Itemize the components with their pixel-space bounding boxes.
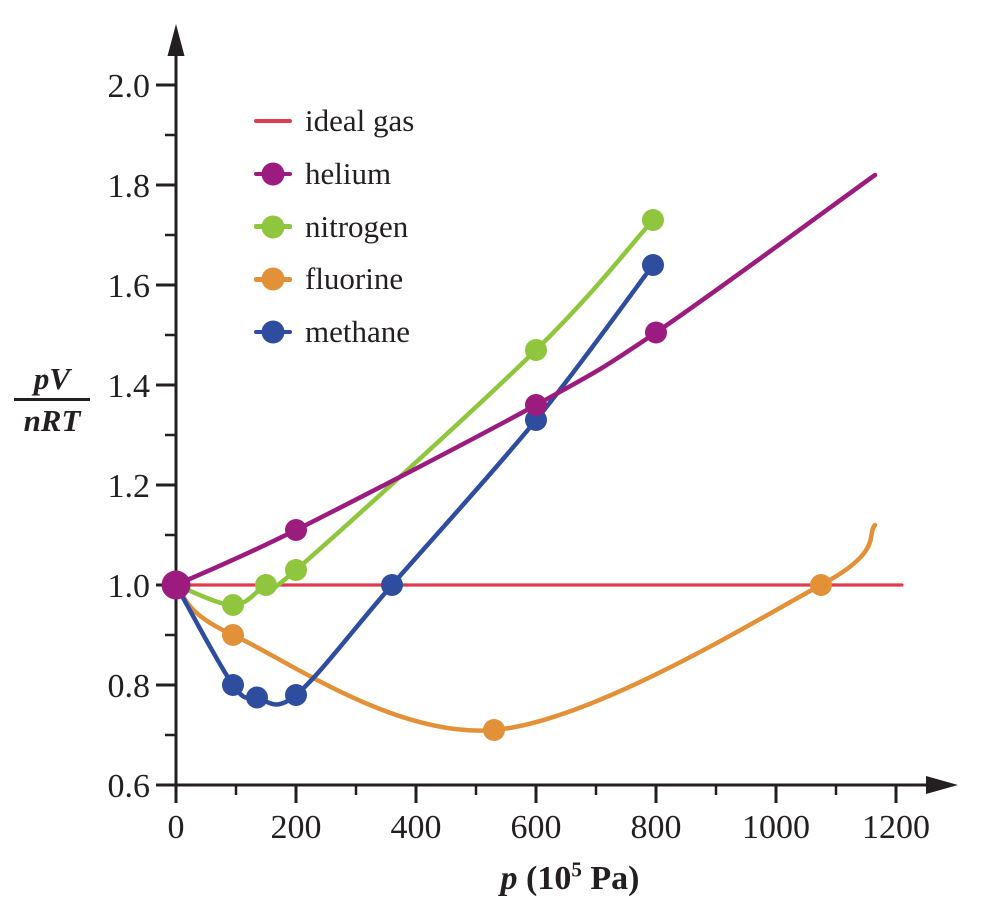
legend-swatch-fluorine: [254, 263, 292, 295]
legend-swatch-nitrogen: [254, 211, 292, 243]
x-tick-label: 800: [631, 809, 682, 846]
legend-label: fluorine: [305, 261, 404, 297]
legend-item-ideal-gas: ideal gas: [254, 105, 414, 137]
x-axis-unit-prefix: (10: [517, 860, 572, 897]
series-nitrogen-marker: [285, 559, 307, 581]
series-helium-marker: [161, 570, 191, 600]
series-fluorine-line: [173, 522, 878, 733]
series-fluorine-marker: [222, 624, 244, 646]
legend-item-nitrogen: nitrogen: [254, 208, 414, 244]
legend-item-fluorine: fluorine: [254, 263, 414, 295]
y-tick-label: 1.6: [108, 268, 151, 305]
legend-swatch-methane: [254, 316, 292, 348]
x-axis-arrowhead-icon: [926, 776, 958, 794]
legend-marker-icon: [261, 215, 285, 239]
series-nitrogen-marker: [525, 339, 547, 361]
y-tick-label: 1.8: [108, 168, 151, 205]
y-axis-title: pV nRT: [14, 362, 90, 438]
series-methane-marker: [246, 686, 268, 709]
legend-marker-icon: [261, 267, 285, 291]
series-helium-marker: [525, 394, 547, 416]
y-tick-label: 0.6: [108, 768, 151, 805]
x-tick-label: 600: [511, 809, 562, 846]
y-axis-title-denominator: nRT: [23, 403, 81, 439]
x-axis-title: p (105 Pa): [380, 857, 760, 898]
series-methane-marker: [222, 674, 244, 696]
y-tick-label: 1.4: [108, 368, 151, 405]
y-axis-arrowhead-icon: [167, 24, 185, 56]
legend-line-icon: [254, 118, 292, 124]
y-axis-title-numerator: pV: [14, 362, 90, 402]
series-methane-line: [173, 262, 656, 707]
legend-label: ideal gas: [305, 103, 415, 138]
legend-swatch-ideal-gas: [254, 105, 292, 137]
x-tick-label: 0: [168, 809, 185, 846]
series-helium-marker: [285, 519, 307, 541]
x-tick-label: 1000: [742, 809, 810, 846]
series-nitrogen-line: [173, 217, 656, 608]
y-tick-label: 1.0: [108, 568, 151, 605]
series-nitrogen-marker: [222, 594, 244, 616]
y-tick-label: 0.8: [108, 668, 151, 705]
series-fluorine-marker: [810, 574, 832, 596]
legend-marker-icon: [261, 162, 285, 186]
x-tick-label: 1200: [862, 809, 930, 846]
series-helium-marker: [645, 321, 667, 344]
series-nitrogen-marker: [255, 574, 277, 596]
y-tick-label: 1.2: [108, 468, 151, 505]
x-axis-unit-exponent: 5: [571, 857, 582, 882]
legend-label: nitrogen: [305, 208, 409, 244]
legend-label: helium: [305, 155, 392, 191]
series-nitrogen-marker: [642, 209, 664, 231]
series-methane-marker: [285, 684, 307, 706]
x-axis-variable: p: [500, 860, 518, 897]
x-tick-label: 200: [271, 809, 322, 846]
legend-swatch-helium: [254, 158, 292, 190]
legend-item-methane: methane: [254, 316, 414, 348]
series-fluorine-marker: [483, 719, 505, 741]
legend-item-helium: helium: [254, 155, 414, 191]
x-tick-label: 400: [391, 809, 442, 846]
legend-label: methane: [305, 314, 411, 350]
legend: ideal gas helium nitrogen fluorine metha…: [254, 105, 414, 348]
y-tick-label: 2.0: [108, 68, 151, 105]
series-methane-marker: [381, 574, 403, 596]
series-methane-marker: [642, 254, 664, 276]
legend-marker-icon: [261, 320, 285, 344]
x-axis-unit-suffix: Pa): [581, 860, 640, 897]
